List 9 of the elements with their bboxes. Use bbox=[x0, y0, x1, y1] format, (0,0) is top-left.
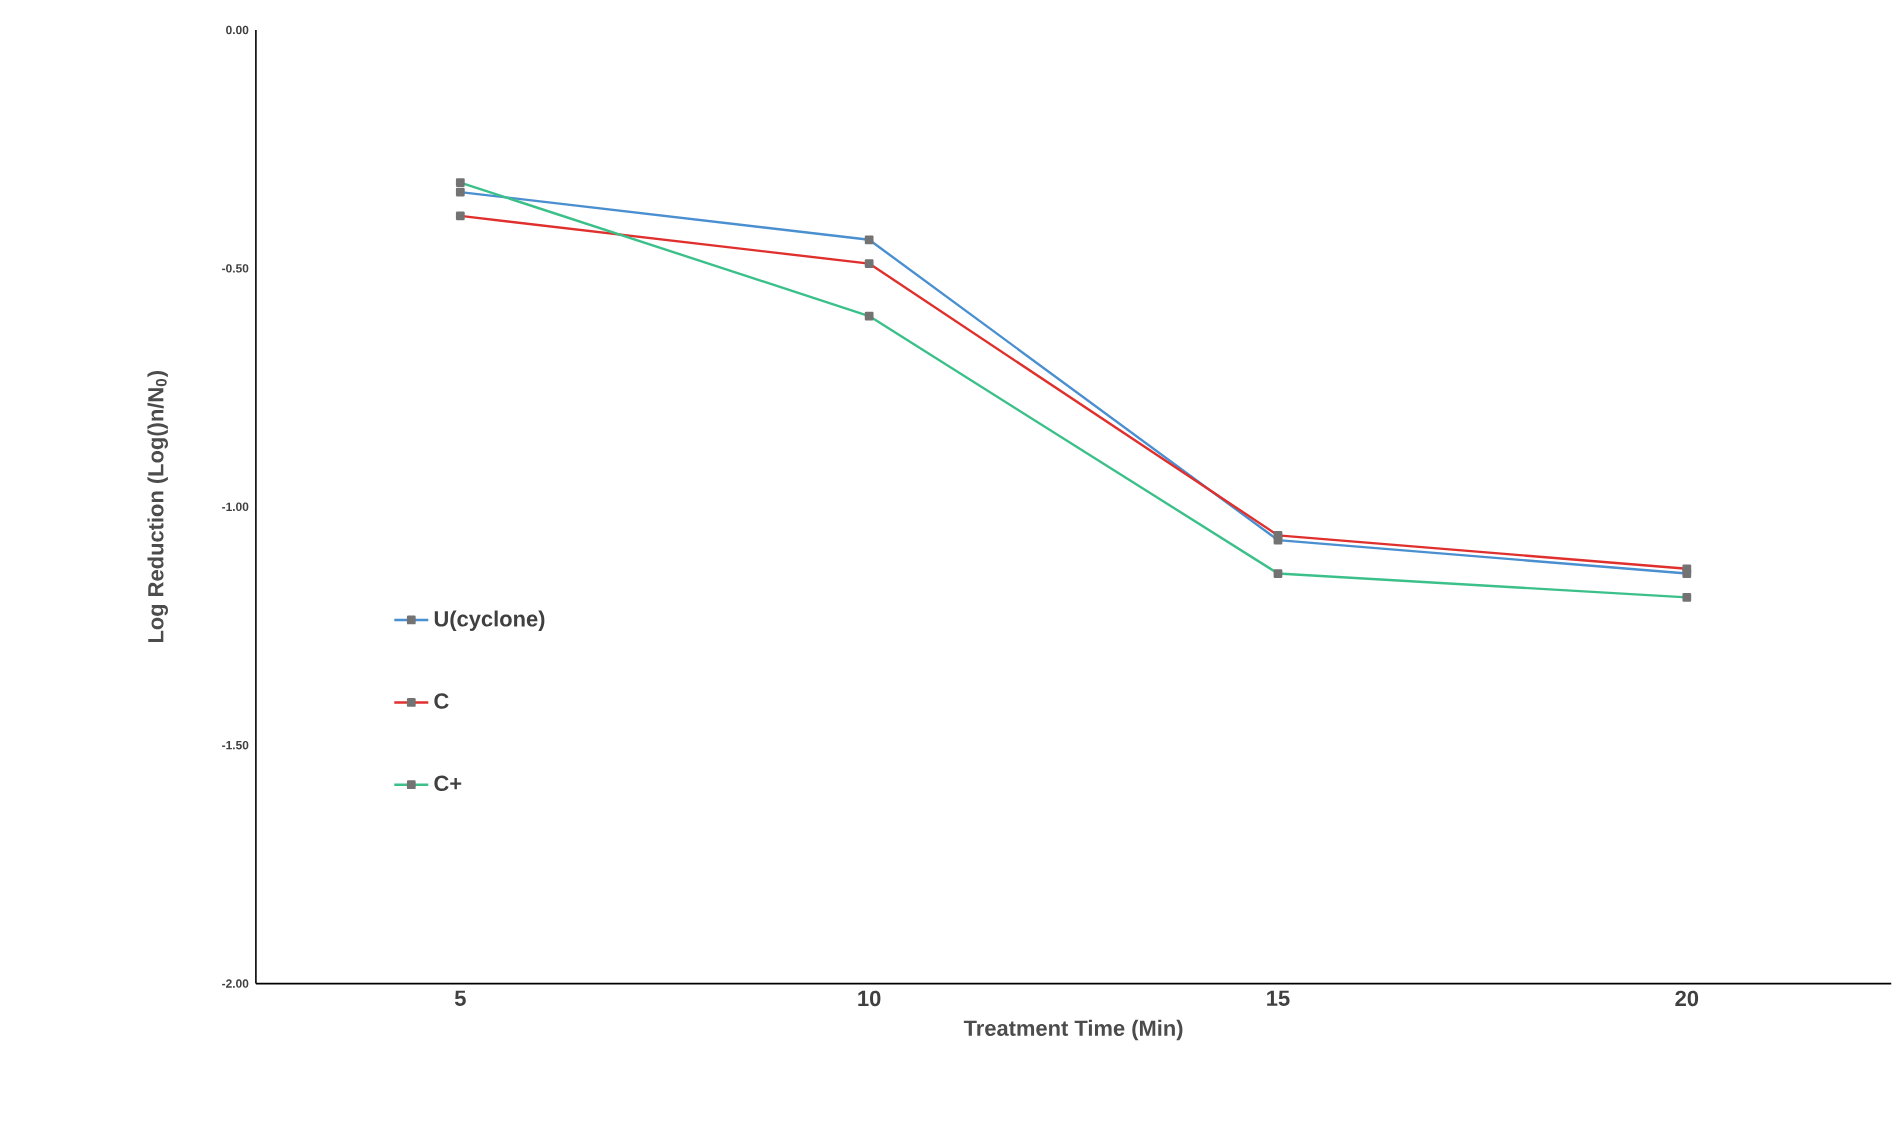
x-tick-label: 10 bbox=[858, 990, 881, 1007]
x-tick-label: 5 bbox=[454, 990, 466, 1007]
legend-label: U(cyclone) bbox=[434, 610, 545, 632]
x-axis-title: Treatment Time (Min) bbox=[963, 1020, 1183, 1041]
legend-label: C bbox=[434, 693, 449, 710]
x-tick-label: 20 bbox=[1675, 990, 1699, 1007]
y-axis-title: Log Reduction (Log()n/N$_{0}$) bbox=[147, 371, 168, 643]
legend-label: C+ bbox=[434, 775, 462, 792]
x-tick-label: 15 bbox=[1267, 990, 1290, 1007]
